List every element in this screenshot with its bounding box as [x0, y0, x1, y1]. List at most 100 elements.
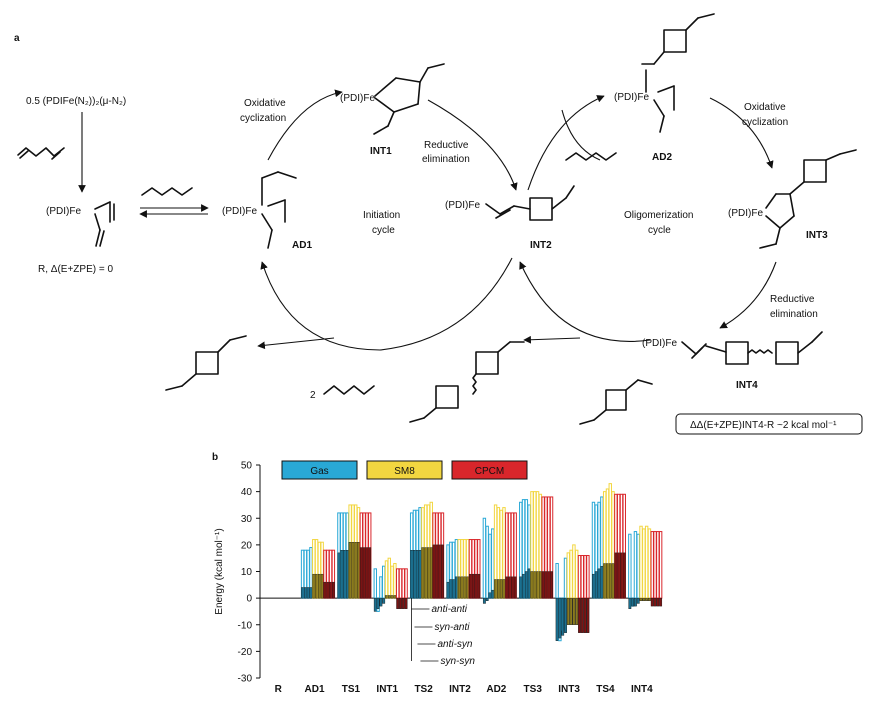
bar-fill-gas — [561, 597, 565, 636]
bar-fill-cpcm — [550, 571, 553, 599]
bar-fill-cpcm — [331, 581, 335, 599]
bar-fill-sm8 — [320, 573, 324, 599]
bar-fill-gas — [482, 597, 486, 604]
bar-fill-sm8 — [354, 542, 358, 599]
x-tick-label: INT4 — [631, 684, 653, 695]
bar-fill-gas — [636, 597, 640, 604]
bar-fill-sm8 — [315, 573, 318, 599]
bar-fill-gas — [524, 571, 528, 599]
bar-fill-gas — [418, 550, 422, 599]
bar-fill-cpcm — [620, 552, 623, 599]
bar-fill-cpcm — [586, 597, 590, 633]
oxcyc-2-b: cyclization — [742, 117, 788, 128]
bar-fill-cpcm — [622, 552, 626, 599]
bar-fill-sm8 — [393, 595, 397, 599]
ad1-label: AD1 — [292, 240, 312, 251]
y-axis-label: Energy (kcal mol⁻¹) — [214, 528, 225, 614]
bar-sm8 — [647, 528, 652, 599]
legend-label-gas: Gas — [310, 466, 328, 477]
bar-fill-gas — [519, 576, 523, 599]
bar-sm8 — [384, 560, 389, 599]
ad2-label: AD2 — [652, 152, 672, 163]
bar-fill-gas — [452, 579, 456, 599]
stereo-label: syn-syn — [440, 656, 475, 667]
bar-fill-sm8 — [424, 547, 428, 599]
bar-fill-cpcm — [650, 597, 654, 607]
bar-fill-sm8 — [575, 597, 579, 625]
bar-gas — [488, 533, 492, 599]
legend-label-sm8: SM8 — [394, 466, 415, 477]
bar-fill-cpcm — [544, 571, 548, 599]
bar-cpcm — [580, 555, 585, 599]
int3-pdife: (PDI)Fe — [728, 208, 763, 219]
bar-fill-gas — [600, 565, 604, 599]
int2-pdife: (PDI)Fe — [445, 200, 480, 211]
bar-fill-gas — [564, 597, 567, 633]
bar-fill-cpcm — [329, 581, 332, 599]
bar-gas — [555, 563, 559, 599]
bar-fill-sm8 — [566, 597, 570, 625]
x-tick-label: AD1 — [305, 684, 325, 695]
olig-arc-top — [527, 95, 605, 191]
bar-fill-gas — [306, 587, 310, 599]
bar-fill-cpcm — [617, 552, 621, 599]
redelim-1-a: Reductive — [424, 140, 469, 151]
bar-fill-gas — [449, 579, 453, 599]
y-tick-label: 0 — [246, 594, 252, 605]
bar-fill-sm8 — [317, 573, 321, 599]
ad1-pdife: (PDI)Fe — [222, 206, 257, 217]
redelim-2-a: Reductive — [770, 294, 815, 305]
bar-fill-cpcm — [441, 544, 444, 599]
y-tick-label: 30 — [241, 514, 253, 525]
bar-fill-cpcm — [438, 544, 442, 599]
bar-fill-cpcm — [653, 597, 657, 607]
bar-cpcm — [398, 568, 403, 599]
butadiene-molecule-2 — [141, 187, 193, 196]
butadiene-molecule-3 — [565, 152, 617, 161]
bar-fill-cpcm — [326, 581, 330, 599]
bar-cpcm — [656, 531, 660, 599]
int2-molecule — [485, 185, 575, 221]
bar-fill-sm8 — [603, 563, 607, 599]
bar-fill-cpcm — [656, 597, 660, 607]
bar-sm8 — [569, 549, 573, 599]
bar-fill-sm8 — [572, 597, 576, 625]
initiation-arc-bottom — [260, 257, 513, 351]
x-tick-label: TS2 — [414, 684, 433, 695]
bar-sm8 — [387, 557, 391, 599]
bar-fill-cpcm — [359, 547, 363, 599]
redelim-2-b: elimination — [770, 309, 818, 320]
bar-fill-sm8 — [536, 571, 539, 599]
bar-fill-gas — [301, 587, 304, 599]
bar-fill-gas — [340, 550, 344, 599]
bar-gas — [485, 525, 489, 599]
bar-fill-gas — [485, 597, 489, 601]
bar-cpcm — [658, 531, 663, 599]
bar-fill-sm8 — [645, 597, 649, 601]
bar-fill-cpcm — [401, 597, 405, 609]
int1-molecule — [373, 63, 445, 135]
bar-fill-gas — [413, 550, 416, 599]
y-tick-label: 50 — [241, 461, 253, 472]
bar-fill-sm8 — [460, 576, 464, 599]
int1-pdife: (PDI)Fe — [340, 93, 375, 104]
x-tick-label: INT1 — [376, 684, 398, 695]
bar-fill-cpcm — [510, 576, 514, 599]
bar-cpcm — [653, 531, 657, 599]
y-tick-label: -20 — [238, 647, 253, 658]
bar-sm8 — [393, 563, 397, 599]
oxcyc-1-a: Oxidative — [244, 98, 286, 109]
bar-fill-cpcm — [505, 576, 509, 599]
initiation-arc-re — [427, 99, 518, 191]
legend-label-cpcm: CPCM — [475, 466, 504, 477]
bar-fill-sm8 — [496, 579, 500, 599]
bar-fill-sm8 — [533, 571, 537, 599]
product-dimer-molecule — [165, 335, 247, 391]
bar-fill-gas — [634, 597, 637, 607]
delta-box-text: ΔΔ(E+ZPE)INT4-R ~2 kcal mol⁻¹ — [690, 420, 837, 431]
bar-fill-cpcm — [362, 547, 366, 599]
bar-fill-sm8 — [421, 547, 425, 599]
olig-arc-ox — [709, 97, 774, 169]
x-tick-label: INT2 — [449, 684, 471, 695]
legend-swatch-cpcm — [451, 460, 528, 480]
